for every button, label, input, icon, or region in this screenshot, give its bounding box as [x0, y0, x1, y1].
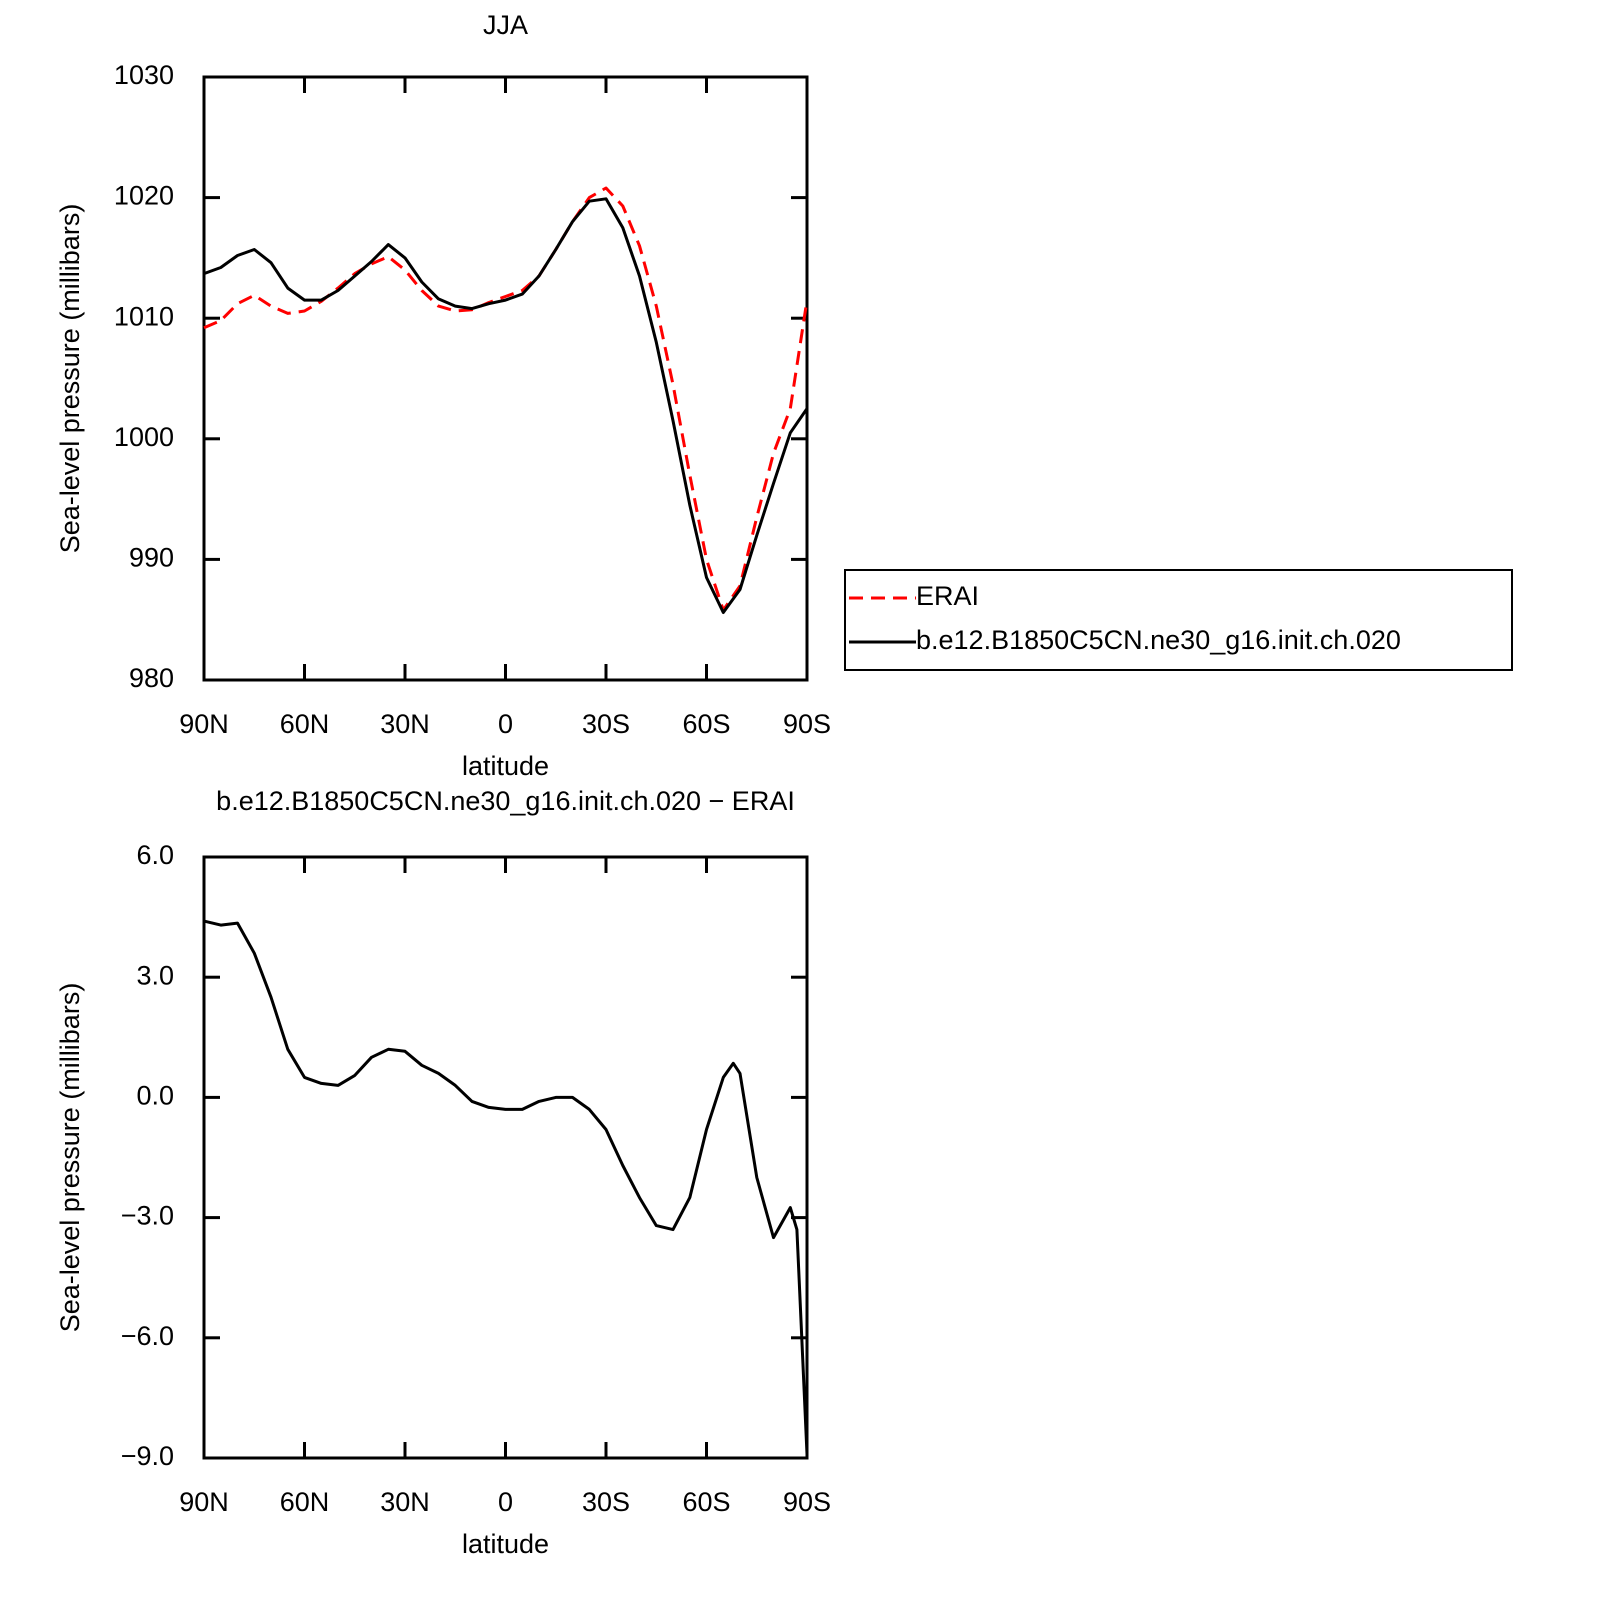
y-tick-label: −9.0	[121, 1441, 174, 1471]
chart-title: b.e12.B1850C5CN.ne30_g16.init.ch.020 − E…	[216, 786, 795, 816]
legend-box	[844, 569, 1513, 671]
y-tick-label: 3.0	[136, 960, 174, 990]
y-tick-label: −6.0	[121, 1321, 174, 1351]
plot-frame	[202, 855, 809, 1460]
y-axis-label: Sea-level pressure (millibars)	[55, 204, 85, 554]
y-tick-label: 0.0	[136, 1081, 174, 1111]
x-tick-label: 90N	[179, 709, 229, 739]
x-tick-label: 30S	[582, 709, 630, 739]
y-tick-label: 1010	[114, 301, 174, 331]
y-tick-label: 1000	[114, 422, 174, 452]
y-tick-label: 980	[129, 663, 174, 693]
x-tick-label: 30N	[380, 1487, 430, 1517]
legend-label: b.e12.B1850C5CN.ne30_g16.init.ch.020	[916, 625, 1401, 655]
data-line	[203, 919, 809, 1455]
data-line	[203, 186, 809, 612]
x-tick-label: 30N	[380, 709, 430, 739]
x-tick-label: 0	[498, 1487, 513, 1517]
x-tick-label: 0	[498, 709, 513, 739]
y-tick-label: −3.0	[121, 1201, 174, 1231]
x-tick-label: 60S	[682, 709, 730, 739]
x-tick-label: 90S	[783, 709, 831, 739]
x-tick-label: 90S	[783, 1487, 831, 1517]
x-tick-label: 60S	[682, 1487, 730, 1517]
x-tick-label: 90N	[179, 1487, 229, 1517]
x-axis-label: latitude	[462, 1529, 549, 1559]
y-tick-label: 6.0	[136, 840, 174, 870]
chart-title: JJA	[483, 10, 528, 40]
x-axis-label: latitude	[462, 751, 549, 781]
x-tick-label: 60N	[280, 709, 330, 739]
data-line	[203, 197, 809, 614]
y-tick-label: 1020	[114, 181, 174, 211]
legend-label: ERAI	[916, 581, 979, 611]
plot-frame	[202, 75, 809, 682]
x-tick-label: 60N	[280, 1487, 330, 1517]
x-tick-label: 30S	[582, 1487, 630, 1517]
y-axis-label: Sea-level pressure (millibars)	[55, 983, 85, 1333]
y-tick-label: 990	[129, 543, 174, 573]
y-tick-label: 1030	[114, 60, 174, 90]
